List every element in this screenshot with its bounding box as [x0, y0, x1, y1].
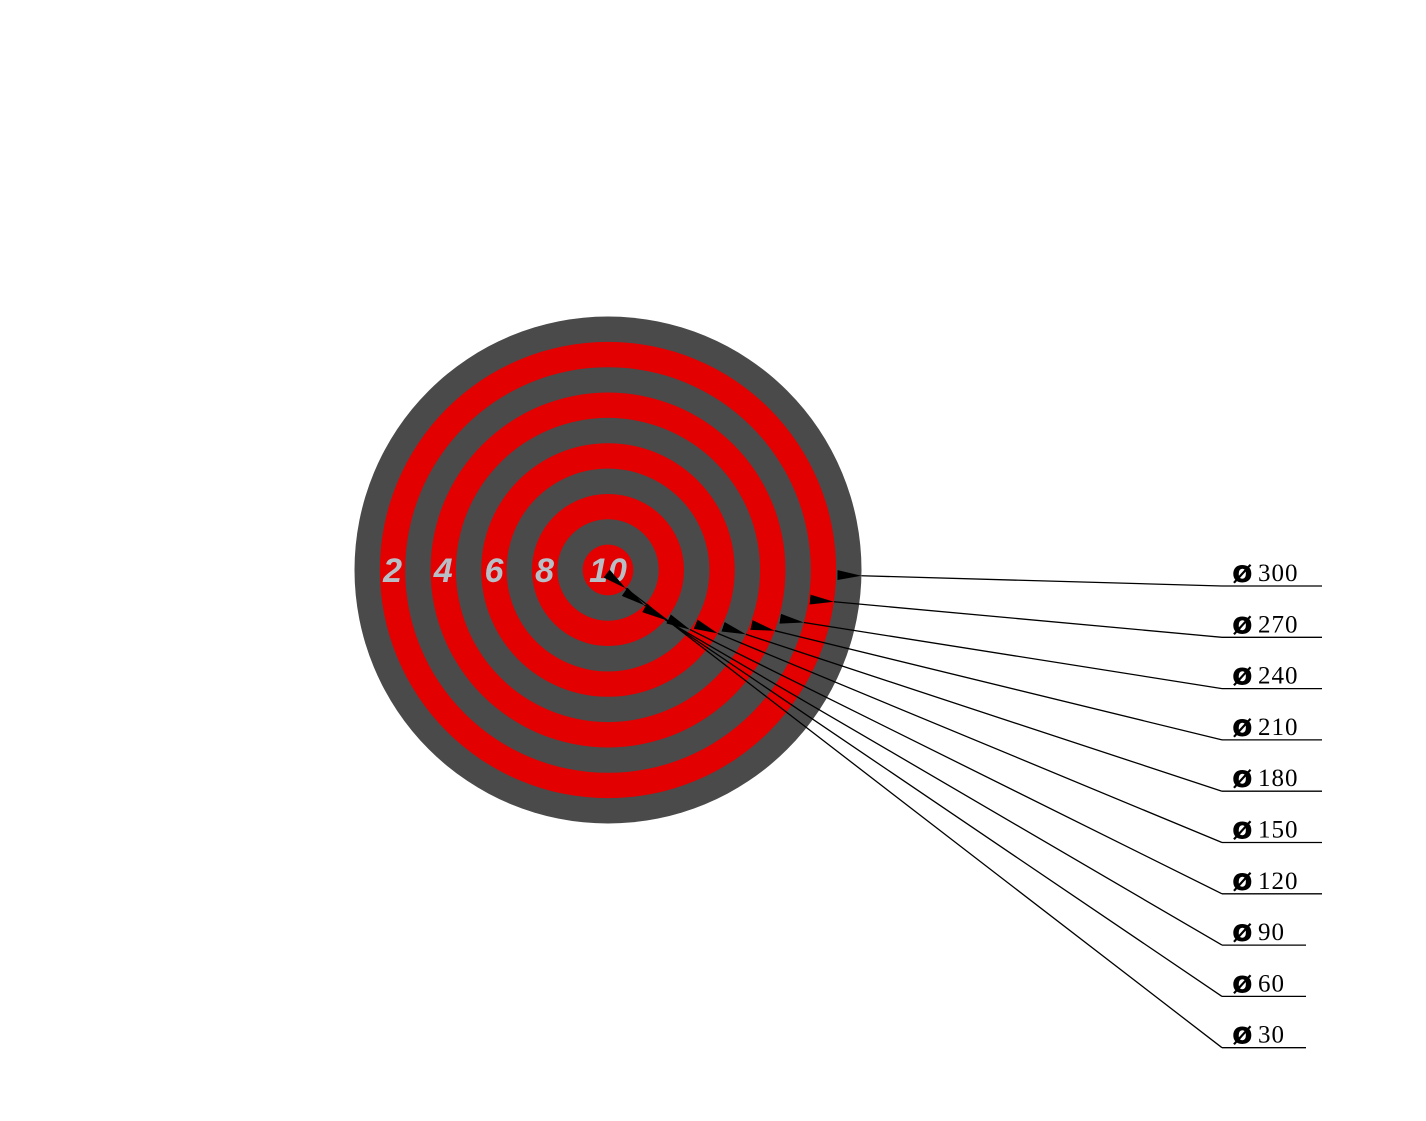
score-label-6: 6 [484, 552, 504, 590]
diameter-symbol-icon: ø [1232, 863, 1253, 898]
diameter-symbol-icon: ø [1232, 658, 1253, 693]
leader-line-d210 [750, 620, 1223, 741]
leader-line-d270 [809, 594, 1223, 638]
diameter-symbol-icon: ø [1232, 606, 1253, 641]
diameter-symbol-icon: ø [1232, 965, 1253, 1000]
diameter-symbol-icon: ø [1232, 555, 1253, 590]
leader-line-d150 [693, 619, 1223, 844]
dimension-label-d240: 240 [1258, 663, 1299, 690]
dimension-leaders [603, 569, 1322, 1049]
dimension-label-d270: 270 [1258, 611, 1299, 638]
dimension-label-d60: 60 [1258, 970, 1285, 997]
leader-line-d60 [621, 587, 1223, 997]
score-label-10: 10 [589, 552, 627, 590]
leader-line-d90 [642, 603, 1223, 946]
dimension-label-d150: 150 [1258, 817, 1299, 844]
dimension-label-d90: 90 [1258, 919, 1285, 946]
dimension-label-d120: 120 [1258, 868, 1299, 895]
dimension-label-d210: 210 [1258, 714, 1299, 741]
score-label-8: 8 [535, 552, 554, 590]
leader-line-d300 [837, 570, 1223, 587]
diameter-symbol-icon: ø [1232, 812, 1253, 847]
leader-line-d30 [603, 569, 1223, 1049]
dimension-label-d300: 300 [1258, 560, 1299, 587]
diameter-symbol-icon: ø [1232, 1017, 1253, 1052]
dimension-label-d30: 30 [1258, 1022, 1285, 1049]
dimension-label-d180: 180 [1258, 765, 1299, 792]
score-label-4: 4 [433, 552, 453, 590]
diameter-symbol-icon: ø [1232, 709, 1253, 744]
leader-line-d240 [779, 613, 1223, 690]
score-label-2: 2 [382, 552, 402, 590]
leader-line-d180 [721, 622, 1223, 792]
diameter-symbol-icon: ø [1232, 760, 1253, 795]
diameter-symbol-icon: ø [1232, 914, 1253, 949]
leader-line-d120 [666, 614, 1223, 895]
